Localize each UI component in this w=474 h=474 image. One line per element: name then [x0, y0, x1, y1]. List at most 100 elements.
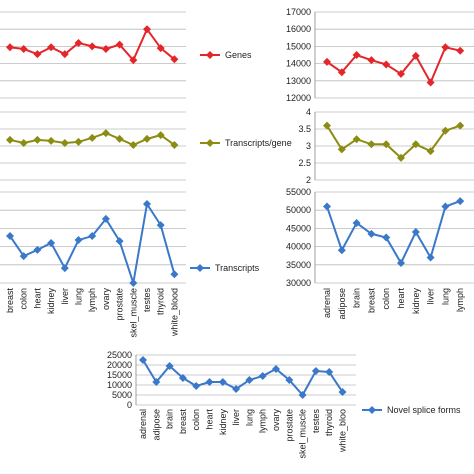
y-tick-label: 50000 [286, 205, 311, 215]
point [441, 126, 450, 135]
legend-label: Novel splice forms [387, 405, 461, 415]
x-tick-label: lymph [258, 409, 268, 433]
point [33, 135, 42, 144]
point [411, 51, 420, 60]
y-tick-label: 20000 [107, 360, 132, 370]
point [337, 68, 346, 77]
x-tick-label: testes [142, 288, 152, 313]
x-tick-label: prostate [115, 288, 125, 321]
x-tick-label: brain [352, 288, 362, 308]
series-line [326, 46, 461, 85]
x-tick-label: lymph [87, 288, 97, 312]
point [178, 374, 187, 382]
series-line [9, 201, 176, 284]
x-tick-label: testes [311, 409, 321, 434]
x-tick-label: heart [32, 288, 42, 309]
series-line [326, 124, 461, 160]
point [352, 51, 361, 59]
point [152, 378, 161, 386]
point [411, 140, 420, 149]
point [426, 78, 435, 87]
x-tick-label: lung [74, 288, 84, 305]
point [143, 25, 151, 34]
point [382, 60, 391, 69]
y-tick-label: 0 [127, 400, 132, 410]
y-tick-label: 15000 [286, 41, 311, 51]
point [218, 378, 227, 386]
x-tick-label: liver [426, 288, 436, 305]
y-tick-label: 13000 [286, 76, 311, 86]
point [47, 238, 56, 247]
legend-label: Transcripts/gene [225, 138, 292, 148]
y-tick-label: 4 [306, 107, 311, 117]
point [139, 356, 147, 364]
x-tick-label: colon [191, 409, 201, 431]
x-tick-label: skel_muscle [128, 288, 138, 338]
x-tick-label: kidney [218, 409, 228, 436]
legend-marker [368, 406, 376, 414]
x-tick-label: lymph [455, 288, 465, 312]
x-tick-label: white_bloo [338, 409, 348, 453]
point [19, 44, 28, 53]
y-tick-label: 12000 [286, 93, 311, 103]
point [382, 140, 391, 149]
point [129, 140, 138, 149]
point [456, 197, 465, 206]
point [232, 385, 241, 393]
point [170, 55, 179, 64]
point [101, 44, 110, 53]
y-tick-label: 10000 [107, 380, 132, 390]
point [367, 229, 376, 238]
x-tick-label: breast [5, 288, 15, 314]
x-tick-label: thyroid [324, 409, 334, 436]
x-tick-label: prostate [284, 409, 294, 442]
x-tick-label: heart [396, 288, 406, 309]
y-tick-label: 2.5 [298, 158, 311, 168]
point [74, 137, 83, 146]
point [33, 245, 42, 254]
x-tick-label: kidney [46, 288, 56, 315]
point [272, 365, 280, 373]
point [397, 258, 405, 267]
point [426, 147, 435, 156]
x-tick-label: heart [205, 409, 215, 430]
point [352, 218, 361, 227]
point [456, 121, 465, 130]
point [143, 134, 151, 143]
x-tick-label: ovary [101, 288, 111, 311]
point [441, 202, 450, 211]
y-tick-label: 2 [306, 175, 311, 185]
point [311, 367, 320, 375]
point [156, 131, 165, 140]
y-tick-label: 45000 [286, 223, 311, 233]
point [397, 69, 405, 78]
point [325, 368, 334, 376]
point [101, 129, 110, 138]
point [258, 372, 267, 380]
x-tick-label: adipose [337, 288, 347, 320]
series-line [142, 359, 344, 397]
y-tick-label: 3 [306, 141, 311, 151]
x-tick-label: adrenal [322, 288, 332, 318]
y-tick-label: 3.5 [298, 124, 311, 134]
point [426, 253, 435, 262]
x-tick-label: kidney [411, 288, 421, 315]
point [6, 232, 14, 241]
point [367, 56, 376, 65]
point [143, 200, 151, 209]
x-tick-label: white_blood [169, 288, 179, 337]
point [367, 140, 376, 149]
y-tick-label: 17000 [286, 7, 311, 17]
y-tick-label: 55000 [286, 187, 311, 197]
legend-marker [206, 139, 214, 147]
legend-marker [196, 264, 204, 272]
point [205, 378, 214, 386]
point [285, 376, 294, 384]
x-tick-label: adrenal [138, 409, 148, 439]
x-tick-label: breast [178, 409, 188, 435]
point [33, 50, 42, 59]
point [129, 56, 138, 65]
y-tick-label: 35000 [286, 260, 311, 270]
x-tick-label: liver [231, 409, 241, 426]
